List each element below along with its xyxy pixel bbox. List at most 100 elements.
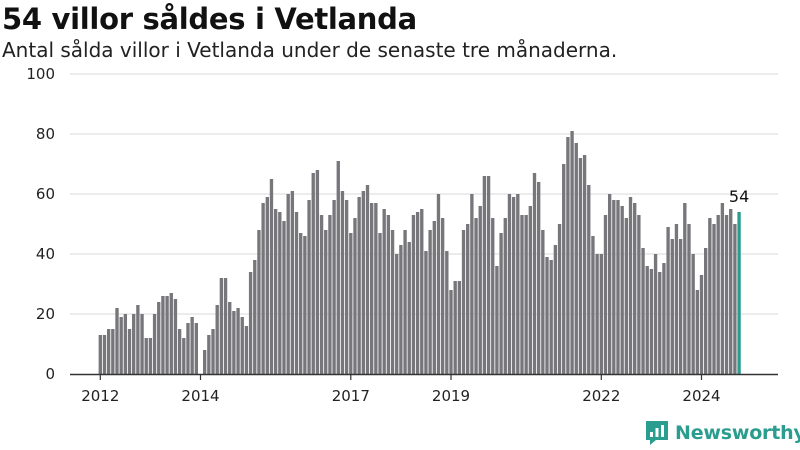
bar [203, 350, 207, 374]
bar [319, 215, 324, 374]
latest-value-label: 54 [729, 187, 749, 206]
bar [169, 293, 173, 374]
bars [98, 131, 741, 374]
y-tick-label: 0 [45, 365, 55, 383]
bar [399, 245, 403, 374]
bar [541, 230, 545, 374]
bar [98, 335, 102, 374]
bar [524, 215, 528, 374]
bar [712, 224, 716, 374]
bar [136, 305, 140, 374]
bar [127, 329, 132, 374]
bar [257, 230, 261, 374]
bar [152, 314, 157, 374]
bar [503, 218, 507, 374]
bar [662, 263, 666, 374]
bar [386, 215, 391, 374]
bar [324, 230, 328, 374]
bar [699, 275, 704, 374]
bar [157, 302, 161, 374]
bar [599, 254, 603, 374]
annotations: 54 [729, 187, 749, 206]
newsworthy-brand[interactable]: Newsworthy [645, 420, 800, 446]
bar [353, 218, 357, 374]
y-tick-label: 100 [26, 65, 55, 83]
y-tick-label: 80 [36, 125, 55, 143]
bar [516, 194, 520, 374]
bar [641, 248, 645, 374]
bar [106, 329, 111, 374]
bar [332, 200, 336, 374]
bar [582, 155, 587, 374]
bar [207, 335, 211, 374]
chart-subtitle: Antal sålda villor i Vetlanda under de s… [2, 38, 618, 62]
y-axis-labels: 0 20 40 60 80 100 [26, 65, 55, 383]
bar [144, 338, 148, 374]
bar [182, 338, 186, 374]
bar [340, 191, 345, 374]
x-axis: 2012 2014 2017 2019 2022 2024 [70, 373, 778, 405]
bar [407, 242, 411, 374]
bar [574, 143, 578, 374]
bar [603, 215, 608, 374]
bar [591, 236, 595, 374]
bar [704, 248, 708, 374]
bar [111, 329, 115, 374]
y-tick-label: 60 [36, 185, 55, 203]
bar [570, 131, 574, 374]
bar [428, 230, 432, 374]
bar [432, 221, 436, 374]
bar [119, 317, 123, 374]
bar [595, 254, 599, 374]
bar [173, 299, 178, 374]
bar [102, 335, 107, 374]
bar [695, 290, 699, 374]
bar [562, 164, 566, 374]
x-tick-label: 2024 [682, 387, 720, 405]
bar [328, 215, 332, 374]
bar [165, 296, 169, 374]
bar [478, 206, 482, 374]
bar [687, 224, 691, 374]
chart-title: 54 villor såldes i Vetlanda [2, 2, 417, 36]
bar [344, 200, 349, 374]
bar-chart: 0 20 40 60 80 100 2012 2014 2017 2019 2022 2024 54 [26, 65, 778, 405]
bar [123, 314, 128, 374]
bar [194, 323, 198, 374]
bar [440, 218, 445, 374]
bar [653, 254, 658, 374]
bar [244, 326, 249, 374]
bar [578, 158, 583, 374]
bar [716, 215, 720, 374]
bar [286, 194, 290, 374]
bar [658, 272, 662, 374]
bar [303, 236, 307, 374]
bar [315, 170, 320, 374]
bar [357, 197, 361, 374]
bar [415, 212, 420, 374]
bar [223, 278, 228, 374]
bar [724, 215, 729, 374]
bar [520, 215, 524, 374]
bar [290, 191, 295, 374]
y-tick-label: 40 [36, 245, 55, 263]
bar [491, 218, 495, 374]
bar [370, 203, 374, 374]
bar [612, 200, 616, 374]
bar [269, 179, 274, 374]
bar [420, 209, 424, 374]
bar [453, 281, 457, 374]
bar [115, 308, 119, 374]
bar [336, 161, 340, 374]
bar [140, 314, 144, 374]
bar [294, 212, 299, 374]
bar [553, 245, 558, 374]
bar [161, 296, 165, 374]
bar [499, 233, 503, 374]
x-tick-label: 2012 [81, 387, 119, 405]
bar [361, 191, 365, 374]
bar [449, 290, 453, 374]
bar [666, 227, 670, 374]
bar [228, 302, 232, 374]
bar [457, 281, 462, 374]
